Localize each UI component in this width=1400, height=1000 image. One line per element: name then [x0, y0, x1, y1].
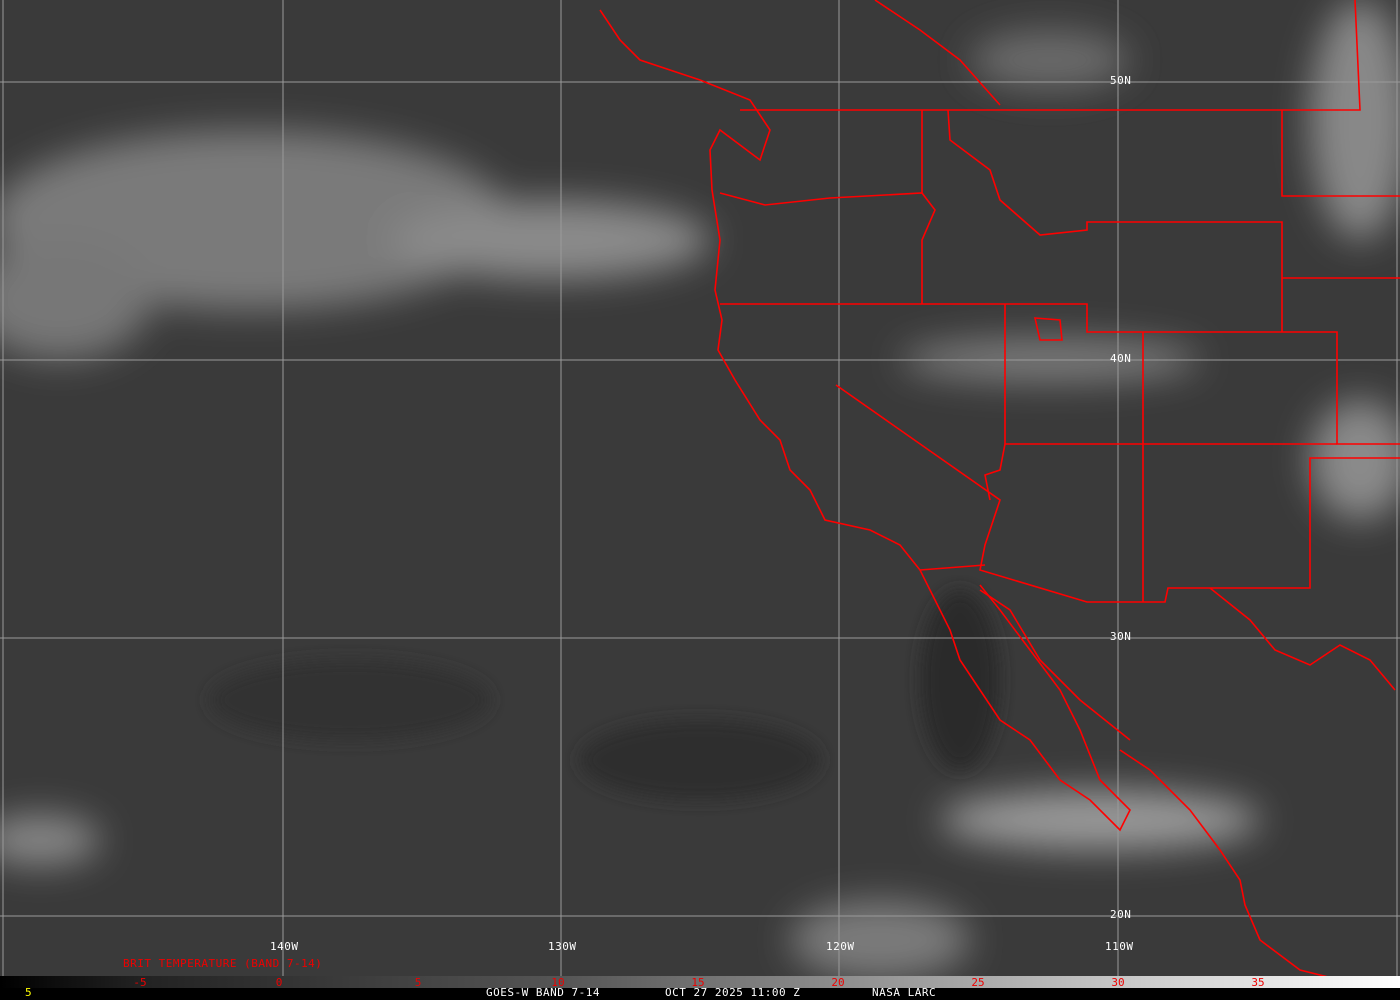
- colorbar-tick: 30: [1111, 976, 1125, 989]
- satellite-map[interactable]: 140W 130W 120W 110W 50N 40N 30N 20N: [0, 0, 1400, 976]
- latitude-label-40n: 40N: [1110, 352, 1132, 365]
- political-borders: [599, 0, 1400, 976]
- colorbar-tick: 0: [275, 976, 283, 989]
- latitude-label-50n: 50N: [1110, 74, 1132, 87]
- colorbar-tick: 10: [551, 976, 565, 989]
- latitude-label-30n: 30N: [1110, 630, 1132, 643]
- footer-satellite: GOES-W BAND 7-14: [486, 986, 600, 999]
- longitude-label-130w: 130W: [548, 940, 577, 953]
- legend-title: BRIT TEMPERATURE (BAND 7-14): [123, 957, 323, 970]
- dark-ocean-patches: [210, 590, 1000, 800]
- footer-bar: [0, 988, 1400, 1000]
- colorbar-tick: 25: [971, 976, 985, 989]
- footer-datetime: OCT 27 2025 11:00 Z: [665, 986, 801, 999]
- colorbar-tick: 15: [691, 976, 705, 989]
- colorbar-tick: -5: [133, 976, 147, 989]
- longitude-label-140w: 140W: [270, 940, 299, 953]
- latitude-label-20n: 20N: [1110, 908, 1132, 921]
- footer-source: NASA LARC: [872, 986, 937, 999]
- colorbar-tick: 5: [414, 976, 422, 989]
- longitude-label-110w: 110W: [1105, 940, 1134, 953]
- colorbar: [0, 976, 1400, 988]
- graticule: [0, 0, 1400, 976]
- clouds: [0, 0, 1400, 976]
- footer-left-value: 5: [25, 986, 33, 999]
- colorbar-tick: 35: [1251, 976, 1265, 989]
- colorbar-tick: 20: [831, 976, 845, 989]
- longitude-label-120w: 120W: [826, 940, 855, 953]
- map-layer: [0, 0, 1400, 976]
